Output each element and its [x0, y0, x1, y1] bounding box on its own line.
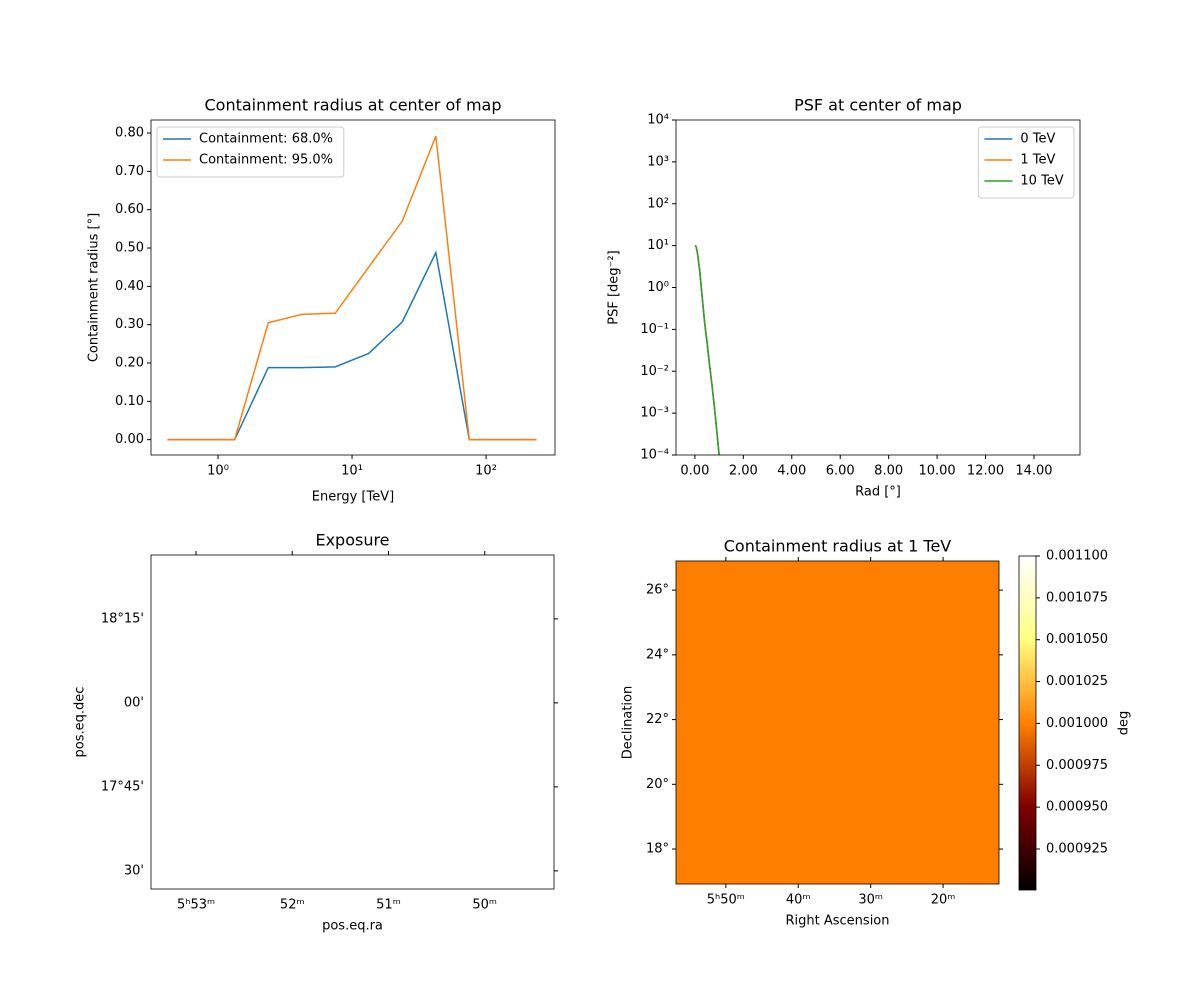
chart-title: Exposure	[315, 531, 389, 550]
x-tick-label: 5ʰ53ᵐ	[177, 898, 215, 913]
x-tick-label: 51ᵐ	[376, 898, 401, 913]
y-tick-label: 0.10	[115, 394, 144, 409]
x-tick-label: 2.00	[729, 464, 758, 479]
x-tick-label: 40ᵐ	[786, 893, 811, 908]
subplot: 5ʰ53ᵐ 52ᵐ 51ᵐ 50ᵐ 18°15' 00' 17°45' 30' Exposure…	[73, 531, 558, 934]
legend-label: 10 TeV	[1020, 174, 1063, 189]
y-tick-label: 26°	[646, 583, 669, 598]
y-axis-label: PSF [deg⁻²]	[607, 250, 622, 324]
subplot: 10⁰ 10¹ 10² 0.00 0.10 0.20 0.30 0.40 0.50 0.60 0.7…	[87, 96, 556, 505]
x-axis-label: Rad [°]	[855, 485, 901, 500]
y-tick-label: 10⁻⁴	[640, 448, 669, 463]
y-tick-label: 0.80	[115, 126, 144, 141]
x-axis-label: Energy [TeV]	[312, 490, 394, 505]
colorbar-tick-label: 0.000925	[1046, 841, 1108, 856]
y-tick-label: 30'	[124, 863, 144, 878]
y-tick-label: 18°15'	[101, 611, 144, 626]
y-tick-label: 10⁴	[647, 113, 669, 128]
x-axis-label: pos.eq.ra	[322, 919, 383, 934]
colorbar-label: deg	[1117, 711, 1132, 736]
legend-label: 0 TeV	[1020, 132, 1055, 147]
y-tick-label: 20°	[646, 777, 669, 792]
y-axis-label: Declination	[621, 686, 636, 760]
y-tick-label: 10⁻³	[640, 406, 669, 421]
chart-title: Containment radius at 1 TeV	[724, 537, 952, 556]
chart-title: Containment radius at center of map	[204, 96, 501, 115]
y-tick-label: 22°	[646, 712, 669, 727]
x-tick-label: 20ᵐ	[931, 893, 956, 908]
y-tick-label: 10⁻²	[640, 364, 669, 379]
axes-frame	[150, 554, 555, 890]
colorbar-tick-label: 0.001100	[1046, 549, 1108, 564]
y-tick-label: 0.50	[115, 241, 144, 256]
y-tick-label: 0.30	[115, 317, 144, 332]
x-tick-label: 0.00	[680, 464, 709, 479]
x-tick-label: 6.00	[826, 464, 855, 479]
y-tick-label: 0.00	[115, 432, 144, 447]
y-tick-label: 18°	[646, 842, 669, 857]
colorbar-tick-label: 0.000975	[1046, 758, 1108, 773]
x-tick-label: 8.00	[874, 464, 903, 479]
x-tick-label: 30ᵐ	[858, 893, 883, 908]
x-tick-label: 10²	[475, 464, 497, 479]
x-tick-label: 10⁰	[207, 464, 229, 479]
y-tick-label: 10¹	[647, 238, 669, 253]
line-series	[694, 245, 720, 455]
y-tick-label: 10⁻¹	[640, 322, 669, 337]
y-tick-label: 00'	[124, 695, 144, 710]
y-tick-label: 0.70	[115, 164, 144, 179]
legend-label: Containment: 95.0%	[199, 153, 333, 168]
y-tick-label: 0.20	[115, 356, 144, 371]
y-axis-label: Containment radius [°]	[87, 213, 102, 362]
y-tick-label: 0.60	[115, 202, 144, 217]
line-series	[167, 250, 537, 441]
legend-label: 1 TeV	[1020, 153, 1055, 168]
x-tick-label: 50ᵐ	[472, 898, 497, 913]
colorbar-tick-label: 0.000950	[1046, 800, 1108, 815]
y-tick-label: 10²	[647, 196, 669, 211]
x-tick-label: 10¹	[341, 464, 363, 479]
colorbar-tick-label: 0.001000	[1046, 716, 1108, 731]
legend-label: Containment: 68.0%	[199, 132, 333, 147]
colorbar-tick-label: 0.001025	[1046, 674, 1108, 689]
x-tick-label: 12.00	[967, 464, 1004, 479]
subplot: 5ʰ50ᵐ 40ᵐ 30ᵐ 20ᵐ 18° 20° 22° 24° 26° Containment…	[621, 537, 1132, 929]
subplot: 0.00 2.00 4.00 6.00 8.00 10.00 12.00 14.00 10⁻⁴ 1…	[607, 96, 1081, 500]
y-tick-label: 17°45'	[101, 779, 144, 794]
legend-frame	[156, 126, 345, 178]
y-tick-label: 10⁰	[647, 280, 669, 295]
image-cell	[676, 561, 999, 884]
line-series	[167, 135, 537, 441]
y-axis-label: pos.eq.dec	[73, 687, 88, 758]
chart-title: PSF at center of map	[794, 96, 962, 115]
colorbar-tick-label: 0.001050	[1046, 632, 1108, 647]
x-tick-label: 4.00	[777, 464, 806, 479]
axes-frame	[150, 119, 556, 456]
x-axis-label: Right Ascension	[786, 914, 890, 929]
y-tick-label: 0.40	[115, 279, 144, 294]
colorbar-tick-label: 0.001075	[1046, 590, 1108, 605]
x-tick-label: 5ʰ50ᵐ	[707, 893, 745, 908]
y-tick-label: 24°	[646, 647, 669, 662]
colorbar	[1018, 555, 1037, 891]
x-tick-label: 10.00	[918, 464, 955, 479]
y-tick-label: 10³	[647, 154, 669, 169]
x-tick-label: 52ᵐ	[280, 898, 305, 913]
axes-frame	[675, 560, 1000, 885]
x-tick-label: 14.00	[1015, 464, 1052, 479]
